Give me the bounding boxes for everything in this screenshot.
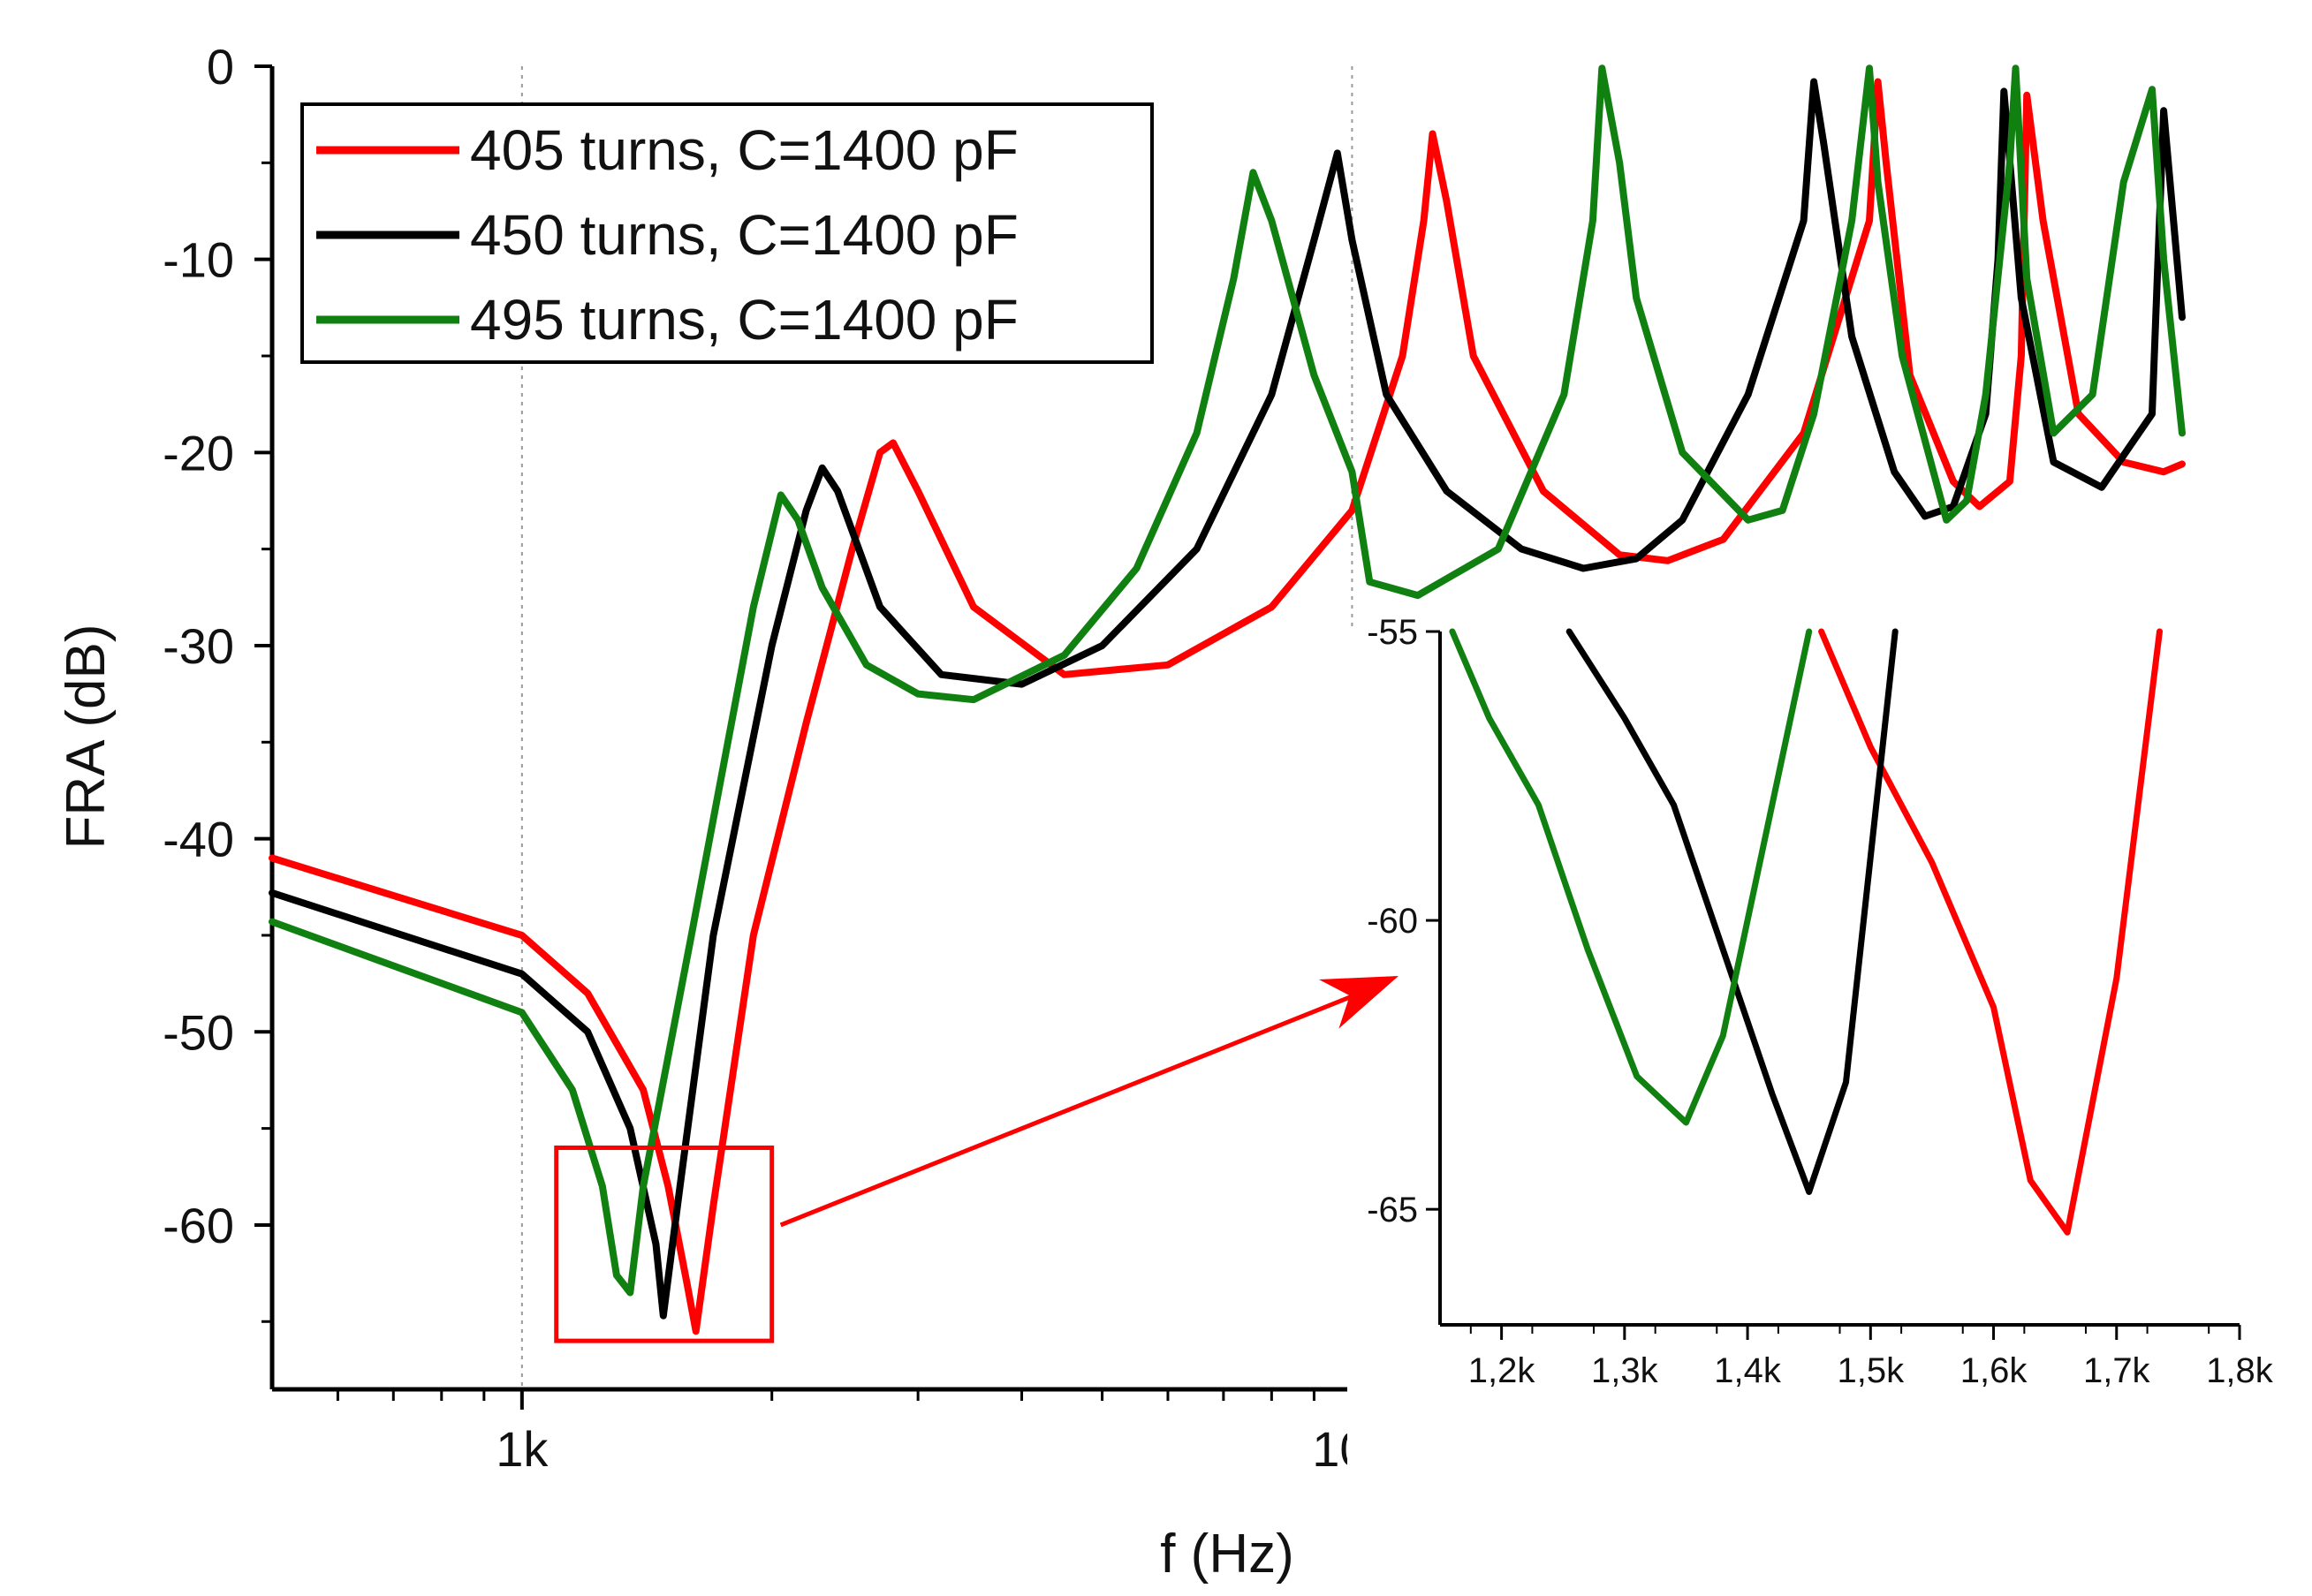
inset-x-tick-label: 1,4k [1714, 1351, 1782, 1390]
zoom-arrow-head [1318, 976, 1399, 1029]
x-axis-title: f (Hz) [1160, 1524, 1294, 1585]
y-tick-label: 0 [207, 39, 234, 95]
y-tick-label: -30 [163, 618, 234, 674]
series-495-turns [269, 64, 2186, 1297]
main-series [269, 64, 2186, 1335]
x-tick-label: 1k [496, 1421, 549, 1477]
inset-x-tick-label: 1,7k [2083, 1351, 2151, 1390]
zoom-annotation [554, 976, 1399, 1343]
y-tick-label: -50 [163, 1004, 234, 1060]
inset-y-tick-label: -65 [1367, 1191, 1418, 1229]
inset-y-tick-label: -60 [1367, 902, 1418, 941]
inset-y-tick-label: -55 [1367, 613, 1418, 652]
y-axis-title: FRA (dB) [56, 624, 117, 850]
inset-x-tick-label: 1,6k [1960, 1351, 2028, 1390]
zoom-box [554, 1145, 775, 1343]
inset-x-tick-label: 1,3k [1591, 1351, 1659, 1390]
inset-x-tick-label: 1,8k [2206, 1351, 2274, 1390]
inset-ticks: -55 -60 -65 1,2k 1,3k 1,4k 1,5k 1,6k 1,7k 1,8k [1367, 613, 2274, 1390]
inset-x-tick-label: 1,2k [1468, 1351, 1536, 1390]
legend-label-495: 495 turns, C=1400 pF [470, 288, 1019, 352]
inset-series-450-turns [1565, 628, 1899, 1195]
inset-series-495-turns [1449, 628, 1813, 1126]
legend-label-450: 450 turns, C=1400 pF [470, 203, 1019, 267]
inset-x-tick-label: 1,5k [1838, 1351, 1906, 1390]
zoom-arrow-line [779, 989, 1364, 1228]
y-tick-label: -40 [163, 812, 234, 867]
legend: 405 turns, C=1400 pF 450 turns, C=1400 p… [300, 102, 1154, 364]
series-405-turns [269, 78, 2186, 1335]
y-tick-label: -20 [163, 425, 234, 480]
y-tick-label: -60 [163, 1198, 234, 1253]
y-tick-label: -10 [163, 232, 234, 288]
legend-label-405: 405 turns, C=1400 pF [470, 118, 1019, 182]
inset-series [1449, 628, 2163, 1236]
